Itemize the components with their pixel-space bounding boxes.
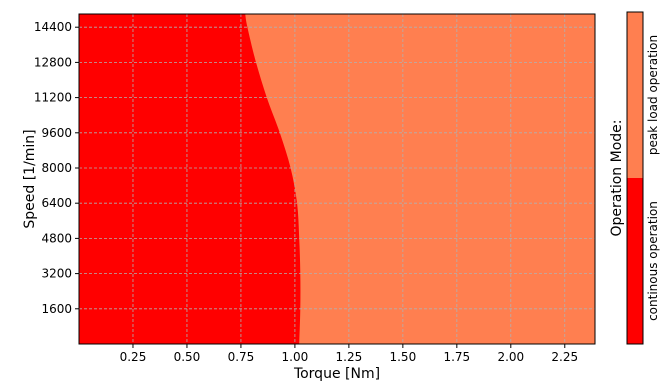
colorbar-title: Operation Mode: <box>609 120 625 237</box>
y-axis-ticks: 1600 3200 4800 6400 8000 9600 11200 12800 14400 <box>34 20 79 316</box>
x-tick-label: 2.00 <box>497 350 524 364</box>
y-tick-label: 12800 <box>34 55 72 69</box>
colorbar-label-peak: peak load operation <box>646 35 660 155</box>
x-tick-label: 0.75 <box>228 350 255 364</box>
y-axis-label: Speed [1/min] <box>22 129 38 228</box>
y-tick-label: 11200 <box>34 91 72 105</box>
x-axis-ticks: 0.25 0.50 0.75 1.00 1.25 1.50 1.75 2.00 2.25 <box>120 344 578 364</box>
colorbar: continous operation peak load operation … <box>609 11 660 345</box>
x-tick-label: 1.50 <box>389 350 416 364</box>
x-tick-label: 1.25 <box>336 350 363 364</box>
x-axis-label: Torque [Nm] <box>293 366 380 382</box>
plot-frame <box>78 13 596 345</box>
y-tick-label: 6400 <box>41 196 72 210</box>
grid <box>79 14 595 344</box>
y-tick-label: 14400 <box>34 20 72 34</box>
colorbar-continuous-swatch <box>627 178 643 344</box>
colorbar-label-continuous: continous operation <box>646 201 660 321</box>
colorbar-peak-swatch <box>627 12 643 178</box>
x-tick-label: 2.25 <box>551 350 578 364</box>
continuous-operation-region <box>79 14 301 344</box>
y-tick-label: 8000 <box>41 161 72 175</box>
plot-area <box>78 13 596 345</box>
y-tick-label: 3200 <box>41 267 72 281</box>
x-tick-label: 0.50 <box>174 350 201 364</box>
y-tick-label: 9600 <box>41 126 72 140</box>
x-tick-label: 0.25 <box>120 350 147 364</box>
y-tick-label: 4800 <box>41 231 72 245</box>
colorbar-frame <box>626 11 644 345</box>
x-tick-label: 1.00 <box>282 350 309 364</box>
y-tick-label: 1600 <box>41 302 72 316</box>
x-tick-label: 1.75 <box>443 350 470 364</box>
